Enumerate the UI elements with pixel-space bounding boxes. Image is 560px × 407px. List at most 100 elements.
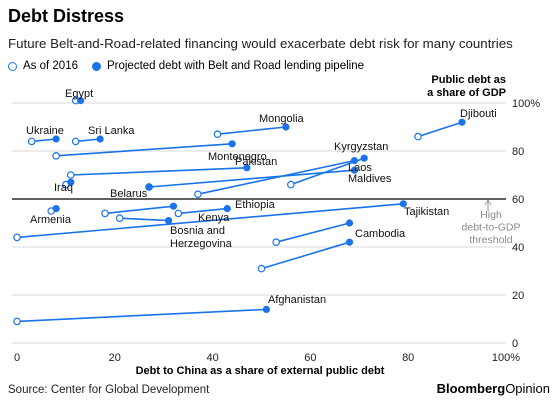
point-projected — [282, 123, 290, 131]
country-label: Kenya — [198, 212, 230, 224]
point-2016 — [66, 171, 75, 179]
connector-line — [261, 241, 350, 270]
y-tick-label: 0 — [512, 338, 518, 350]
x-tick-label: 20 — [109, 352, 121, 364]
point-2016 — [27, 137, 36, 146]
point-2016 — [52, 152, 60, 160]
legend-item-projected: Projected debt with Belt and Road lendin… — [91, 60, 364, 72]
y-tick-label: 20 — [512, 290, 524, 302]
point-projected — [67, 178, 75, 186]
country-label: Cambodia — [355, 228, 406, 240]
y-tick-label: 60 — [512, 194, 524, 206]
open-circle-icon — [8, 61, 17, 71]
country-label: Herzegovina — [170, 238, 233, 250]
threshold-arrowhead — [484, 199, 492, 206]
x-tick-label: 0 — [14, 352, 20, 364]
y-tick-label: 80 — [512, 146, 524, 158]
point-projected — [262, 305, 270, 313]
country-label: Pakistan — [235, 156, 277, 168]
point-projected — [223, 205, 231, 213]
point-projected — [360, 154, 368, 162]
x-axis-title: Debt to China as a share of external pub… — [136, 365, 385, 377]
country-label: Egypt — [65, 88, 93, 100]
country-label: Montenegro — [208, 151, 267, 163]
connector-line — [31, 138, 57, 143]
point-2016 — [213, 130, 222, 139]
y-axis-title-line2: a share of GDP — [427, 87, 506, 99]
point-2016 — [115, 214, 124, 223]
point-2016 — [71, 137, 80, 146]
brand-regular: Opinion — [505, 381, 550, 396]
country-label: Ethiopia — [235, 199, 276, 211]
connector-line — [70, 167, 247, 176]
connector-line — [148, 169, 355, 188]
point-projected — [52, 135, 60, 143]
point-projected — [96, 135, 104, 143]
country-label: Sri Lanka — [88, 125, 135, 137]
country-label: Armenia — [30, 214, 72, 226]
chart-subtitle: Future Belt-and-Road-related financing w… — [8, 36, 513, 51]
connector-line — [217, 126, 287, 135]
point-projected — [76, 97, 85, 105]
point-2016 — [414, 132, 422, 141]
point-projected — [345, 219, 354, 227]
connector-line — [178, 207, 228, 215]
country-label: Ukraine — [26, 125, 64, 137]
legend-label-2016: As of 2016 — [23, 60, 78, 72]
connector-line — [16, 203, 404, 239]
point-projected — [350, 166, 359, 174]
filled-circle-icon — [91, 61, 101, 71]
legend-label-projected: Projected debt with Belt and Road lendin… — [106, 60, 364, 72]
point-2016 — [257, 264, 266, 273]
point-projected — [52, 205, 60, 213]
connector-line — [417, 121, 463, 138]
point-projected — [345, 238, 354, 246]
y-axis-title-line1: Public debt as — [431, 74, 506, 86]
connector-line — [16, 308, 267, 323]
point-2016 — [101, 209, 109, 218]
connector-line — [75, 138, 101, 143]
point-projected — [458, 118, 466, 126]
legend-item-2016: As of 2016 — [8, 60, 78, 72]
connector-line — [119, 217, 169, 222]
point-projected — [164, 217, 173, 225]
threshold-label: debt-to-GDP — [462, 222, 521, 234]
y-tick-label: 100% — [512, 98, 540, 110]
country-label: Kyrgyzstan — [334, 141, 388, 153]
threshold-label: High — [480, 209, 502, 221]
connector-line — [104, 205, 174, 215]
x-tick-label: 80 — [402, 352, 414, 364]
country-label: Djibouti — [460, 108, 497, 120]
y-tick-label: 40 — [512, 242, 524, 254]
point-2016 — [194, 190, 202, 199]
brand-bold: Bloomberg — [436, 381, 506, 396]
country-label: Belarus — [110, 188, 148, 200]
legend: As of 2016 Projected debt with Belt and … — [8, 60, 378, 72]
country-label: Iraq — [54, 182, 73, 194]
point-projected — [228, 140, 236, 148]
brand-logo: BloombergOpinion — [437, 381, 550, 396]
point-projected — [350, 157, 359, 165]
country-label: Bosnia and — [170, 225, 225, 237]
x-tick-label: 100% — [492, 352, 520, 364]
source-note: Source: Center for Global Development — [8, 384, 210, 396]
point-projected — [145, 183, 153, 191]
point-projected — [169, 202, 178, 210]
country-label: Laos — [348, 162, 372, 174]
point-2016 — [174, 209, 183, 218]
point-projected — [399, 200, 407, 208]
point-2016 — [272, 238, 280, 247]
x-tick-label: 40 — [206, 352, 218, 364]
point-2016 — [13, 233, 21, 242]
connector-line — [275, 222, 350, 243]
country-label: Tajikistan — [404, 206, 449, 218]
chart-title: Debt Distress — [8, 6, 125, 26]
point-2016 — [287, 180, 295, 189]
point-2016 — [13, 317, 21, 326]
point-projected — [243, 164, 251, 172]
country-label: Mongolia — [259, 113, 305, 125]
threshold-label: threshold — [469, 234, 512, 246]
x-tick-label: 60 — [304, 352, 316, 364]
country-label: Afghanistan — [268, 294, 326, 306]
